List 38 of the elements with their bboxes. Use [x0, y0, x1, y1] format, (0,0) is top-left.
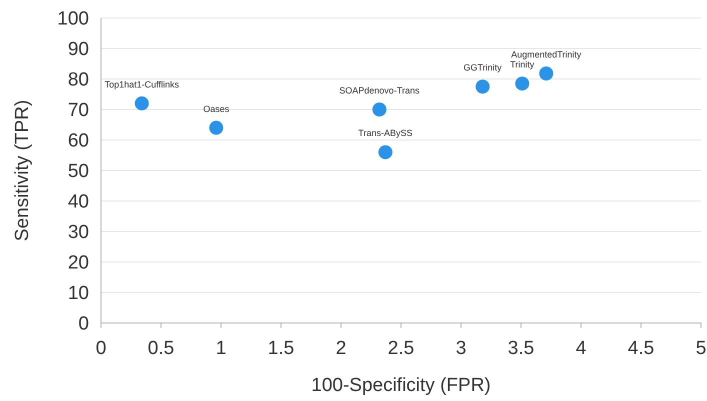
x-tick-label: 4.5 [628, 338, 654, 359]
y-tick-label: 10 [68, 283, 89, 304]
y-tick-label: 80 [68, 70, 89, 91]
point [134, 96, 149, 110]
y-tick-label: 40 [68, 192, 89, 213]
x-tick-label: 0 [96, 338, 106, 359]
annotation: Oases [203, 104, 230, 114]
x-tick-label: 1 [216, 338, 226, 359]
point [372, 102, 386, 116]
x-axis-title: 100-Specificity (FPR) [311, 375, 491, 396]
x-tick-label: 3.5 [508, 338, 534, 359]
x-tick-label: 4 [576, 338, 587, 359]
annotation: Trinity [510, 60, 535, 70]
y-tick-label: 30 [68, 222, 89, 244]
annotation: Top1hat1-Cufflinks [104, 79, 180, 90]
y-tick-label: 70 [68, 100, 89, 122]
annotation: GGTrinity [464, 62, 502, 73]
x-tick-label: 1.5 [268, 338, 294, 359]
point [209, 120, 224, 135]
y-tick-label: 90 [68, 39, 89, 60]
y-axis-title: Sensitivity (TPR) [12, 100, 33, 242]
annotation: SOAPdenovo-Trans [339, 86, 420, 96]
point [539, 66, 554, 81]
y-tick-label: 50 [68, 161, 89, 182]
x-tick-label: 5 [696, 338, 706, 359]
y-tick-label: 100 [57, 8, 89, 30]
point [476, 80, 490, 94]
y-tick-label: 0 [78, 314, 89, 335]
annotation: Trans-ABySS [358, 128, 412, 138]
y-tick-label: 60 [68, 130, 89, 152]
x-tick-label: 2.5 [388, 338, 414, 359]
x-tick-label: 2 [336, 338, 346, 359]
x-tick-label: 0.5 [148, 338, 174, 359]
x-tick-label: 3 [456, 338, 466, 359]
point [515, 76, 530, 91]
point [378, 145, 392, 160]
annotation: AugmentedTrinity [511, 50, 582, 60]
y-tick-label: 20 [68, 252, 89, 274]
